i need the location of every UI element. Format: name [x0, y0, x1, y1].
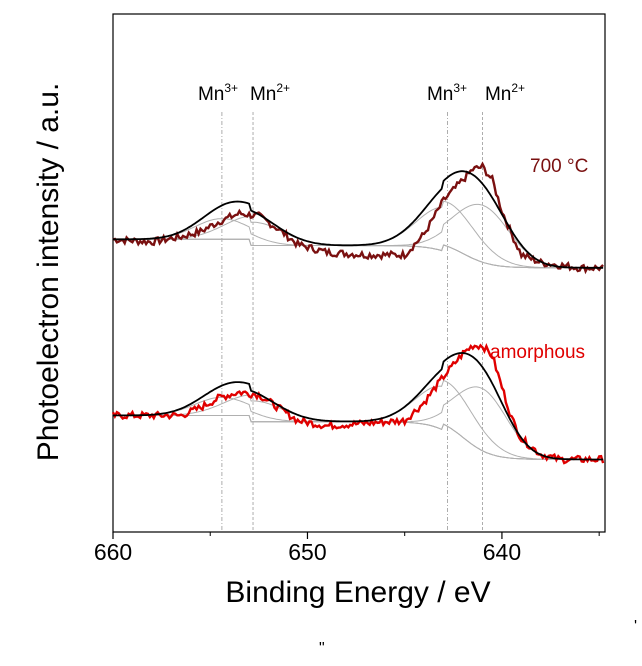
reference-lines	[221, 112, 483, 532]
annotation-oxidation-state: 2+	[276, 81, 290, 95]
x-tick-label: 660	[94, 539, 132, 565]
y-axis-title: Photoelectron intensity / a.u.	[32, 83, 65, 462]
fit-envelope	[113, 352, 604, 461]
annotation-oxidation-state: 3+	[224, 81, 238, 95]
peak-annotation: Mn3+	[427, 81, 467, 105]
series-trace	[111, 343, 605, 465]
x-tick-label: 650	[288, 539, 326, 565]
series-trace	[112, 161, 604, 275]
stray-edge-mark: '	[634, 618, 638, 635]
plot-frame	[112, 13, 606, 533]
x-tick-label: 640	[483, 539, 521, 565]
peak-annotation: Mn2+	[250, 81, 290, 105]
x-ticks: 660 650 640	[94, 532, 600, 565]
fit-component-curve	[113, 215, 604, 269]
fit-envelope	[113, 170, 604, 269]
series-label-amorphous: amorphous	[490, 342, 585, 363]
x-axis-title: Binding Energy / eV	[225, 576, 490, 609]
peak-annotations: Mn3+ Mn2+ Mn3+ Mn2+	[198, 81, 525, 105]
series-label-700c: 700 °C	[530, 156, 588, 177]
peak-annotation: Mn2+	[485, 81, 525, 105]
annotation-element: Mn	[427, 84, 453, 105]
peak-annotation: Mn3+	[198, 81, 238, 105]
series-layer	[111, 161, 605, 465]
annotation-element: Mn	[485, 84, 511, 105]
annotation-element: Mn	[250, 84, 276, 105]
fit-component-curve	[113, 218, 604, 269]
fit-component-curve	[113, 394, 604, 460]
annotation-element: Mn	[198, 84, 224, 105]
annotation-oxidation-state: 2+	[511, 81, 525, 95]
annotation-oxidation-state: 3+	[453, 81, 467, 95]
stray-quote-mark: "	[319, 640, 325, 657]
